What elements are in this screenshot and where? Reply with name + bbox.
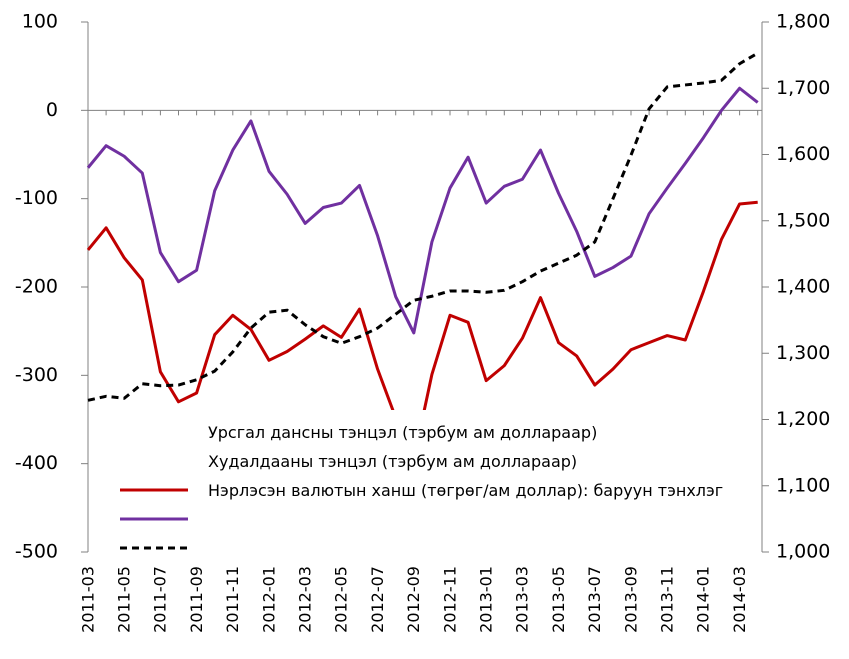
legend-label: Худалдааны тэнцэл (тэрбум ам доллараар) — [208, 452, 578, 471]
series-line — [87, 51, 759, 402]
y2-tick-label: 1,100 — [776, 474, 830, 496]
x-tick-label: 2012-11 — [440, 566, 459, 633]
y2-tick-label: 1,600 — [776, 143, 830, 165]
y2-tick-label: 1,200 — [776, 408, 830, 430]
y-tick-label: -500 — [15, 541, 58, 563]
x-tick-label: 2013-09 — [621, 566, 640, 633]
legend-label: Урсгал дансны тэнцэл (тэрбум ам доллараа… — [208, 423, 598, 442]
x-tick-label: 2011-09 — [187, 566, 206, 633]
legend-texts: Урсгал дансны тэнцэл (тэрбум ам доллараа… — [208, 418, 753, 505]
x-tick-label: 2014-03 — [730, 566, 749, 633]
y-tick-label: -300 — [15, 364, 58, 386]
x-tick-label: 2012-05 — [332, 566, 351, 633]
y-tick-label: -100 — [15, 187, 58, 209]
y-tick-label: -400 — [15, 452, 58, 474]
legend-label: Нэрлэсэн валютын ханш (төгрөг/ам доллар)… — [208, 481, 724, 500]
y-tick-label: 0 — [46, 99, 58, 121]
y2-tick-label: 1,000 — [776, 541, 830, 563]
x-tick-label: 2013-03 — [513, 566, 532, 633]
x-tick-label: 2013-01 — [477, 566, 496, 633]
x-tick-label: 2014-01 — [694, 566, 713, 633]
x-tick-label: 2011-11 — [223, 566, 242, 633]
y2-tick-label: 1,800 — [776, 11, 830, 33]
x-tick-label: 2012-03 — [296, 566, 315, 633]
y-tick-label: -200 — [15, 276, 58, 298]
legend: Урсгал дансны тэнцэл (тэрбум ам доллараа… — [208, 418, 753, 505]
x-tick-label: 2011-03 — [78, 566, 97, 633]
x-tick-label: 2012-07 — [368, 566, 387, 633]
x-tick-label: 2013-05 — [549, 566, 568, 633]
x-tick-label: 2011-07 — [151, 566, 170, 633]
y2-tick-label: 1,400 — [776, 276, 830, 298]
x-tick-label: 2013-07 — [585, 566, 604, 633]
x-tick-label: 2013-11 — [658, 566, 677, 633]
y2-tick-label: 1,300 — [776, 342, 830, 364]
legend-background — [110, 410, 758, 538]
x-tick-label: 2012-01 — [259, 566, 278, 633]
y2-tick-label: 1,500 — [776, 209, 830, 231]
series-line — [86, 86, 759, 335]
x-tick-label: 2012-09 — [404, 566, 423, 633]
y2-tick-label: 1,700 — [776, 77, 830, 99]
x-tick-label: 2011-05 — [114, 566, 133, 633]
y-tick-label: 100 — [22, 11, 58, 33]
